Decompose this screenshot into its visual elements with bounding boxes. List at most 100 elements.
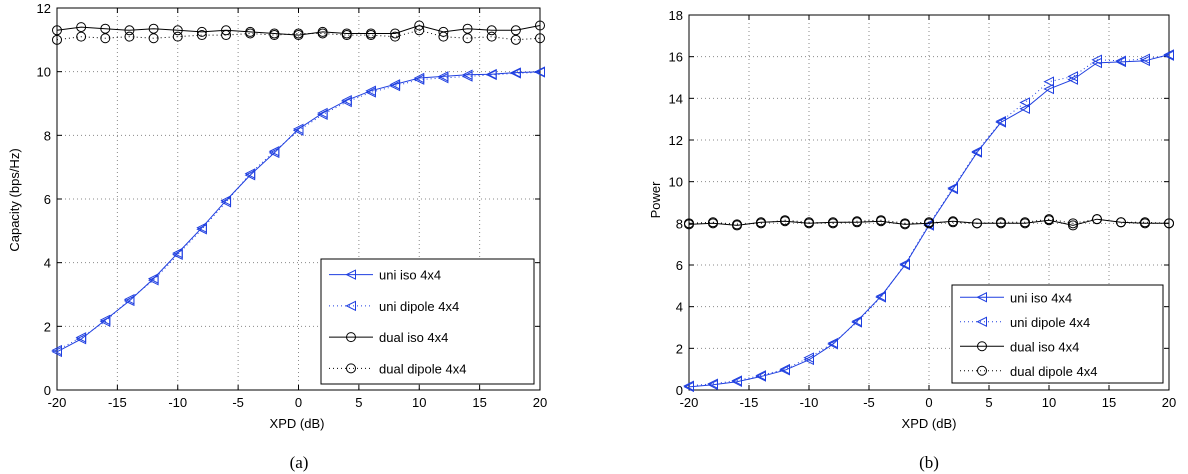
data-point bbox=[147, 274, 159, 286]
caption-b: (b) bbox=[919, 453, 939, 472]
legend-marker bbox=[346, 363, 356, 374]
series-line bbox=[56, 29, 541, 41]
y-tick-label: 18 bbox=[669, 8, 683, 23]
data-point bbox=[414, 25, 425, 36]
data-point bbox=[1043, 83, 1054, 95]
data-point bbox=[437, 72, 449, 84]
y-tick-label: 12 bbox=[669, 133, 683, 148]
y-tick-label: 6 bbox=[676, 258, 683, 273]
data-point bbox=[172, 31, 183, 42]
data-point bbox=[684, 218, 694, 229]
data-point bbox=[1068, 218, 1078, 229]
legend-label: uni iso 4x4 bbox=[1010, 290, 1072, 305]
data-point bbox=[1067, 71, 1078, 82]
data-point bbox=[779, 363, 790, 375]
x-tick-label: -15 bbox=[740, 395, 759, 410]
y-tick-label: 4 bbox=[44, 256, 51, 271]
data-point bbox=[124, 31, 135, 42]
plot-frame bbox=[688, 14, 1170, 391]
legend-label: dual dipole 4x4 bbox=[1010, 364, 1097, 379]
data-point bbox=[244, 168, 256, 179]
legend-label: dual iso 4x4 bbox=[1010, 339, 1079, 354]
data-point bbox=[389, 80, 401, 92]
data-point bbox=[1020, 217, 1030, 228]
data-point bbox=[438, 31, 449, 42]
data-point bbox=[803, 352, 814, 364]
data-point bbox=[1019, 103, 1030, 115]
series-line bbox=[688, 218, 1170, 225]
data-point bbox=[486, 25, 497, 36]
data-point bbox=[148, 33, 159, 44]
x-tick-label: -5 bbox=[232, 395, 244, 410]
data-point bbox=[755, 370, 766, 381]
data-point bbox=[341, 96, 352, 108]
data-point bbox=[924, 217, 934, 228]
data-point bbox=[1091, 54, 1102, 66]
legend-label: uni dipole 4x4 bbox=[379, 299, 459, 314]
plot-frame bbox=[56, 7, 541, 391]
legend-label: dual iso 4x4 bbox=[379, 330, 448, 345]
data-point bbox=[461, 71, 473, 82]
x-tick-label: 15 bbox=[472, 395, 486, 410]
y-tick-label: 8 bbox=[676, 216, 683, 231]
data-point bbox=[804, 217, 814, 228]
data-point bbox=[414, 20, 425, 31]
x-tick-label: 0 bbox=[295, 395, 302, 410]
data-point bbox=[683, 380, 694, 392]
x-tick-label: 20 bbox=[533, 395, 547, 410]
data-point bbox=[756, 218, 766, 229]
data-point bbox=[510, 67, 521, 79]
y-tick-label: 0 bbox=[676, 383, 683, 398]
y-tick-label: 14 bbox=[669, 91, 683, 106]
x-tick-label: 5 bbox=[985, 395, 992, 410]
data-point bbox=[486, 69, 497, 81]
series-uni-dipole-4x4 bbox=[683, 50, 1174, 392]
data-point bbox=[51, 344, 62, 356]
x-tick-label: 20 bbox=[1162, 395, 1176, 410]
legend-box bbox=[320, 258, 535, 385]
data-point bbox=[52, 34, 62, 45]
data-point bbox=[148, 23, 159, 34]
y-tick-label: 16 bbox=[669, 50, 683, 65]
data-point bbox=[1092, 214, 1102, 225]
legend-marker bbox=[976, 316, 987, 328]
data-point bbox=[196, 30, 207, 41]
data-point bbox=[365, 30, 376, 41]
x-tick-label: 10 bbox=[412, 395, 426, 410]
legend-label: uni iso 4x4 bbox=[379, 268, 441, 283]
data-point bbox=[76, 22, 87, 33]
data-point bbox=[1116, 217, 1126, 228]
data-point bbox=[341, 30, 352, 41]
data-point bbox=[535, 20, 545, 31]
ylabel-a: Capacity (bps/Hz) bbox=[7, 148, 22, 251]
data-point bbox=[462, 33, 473, 44]
data-point bbox=[1044, 214, 1054, 225]
series-line bbox=[688, 54, 1170, 388]
data-point bbox=[899, 258, 910, 270]
data-point bbox=[172, 249, 183, 261]
x-tick-label: -20 bbox=[680, 395, 699, 410]
data-point bbox=[1164, 218, 1174, 229]
legend-marker bbox=[346, 332, 356, 343]
data-point bbox=[462, 23, 473, 34]
data-point bbox=[1115, 55, 1126, 67]
legend-label: uni dipole 4x4 bbox=[1010, 315, 1090, 330]
data-point bbox=[972, 218, 982, 229]
data-point bbox=[900, 218, 910, 229]
data-point bbox=[76, 31, 87, 42]
data-point bbox=[390, 31, 401, 42]
data-point bbox=[100, 23, 111, 34]
data-point bbox=[390, 28, 401, 39]
data-point bbox=[52, 25, 62, 36]
ylabel-b: Power bbox=[648, 181, 663, 219]
x-tick-label: -10 bbox=[168, 395, 187, 410]
data-point bbox=[708, 217, 718, 228]
data-point bbox=[292, 125, 304, 136]
data-point bbox=[124, 25, 135, 36]
data-point bbox=[221, 30, 232, 41]
data-point bbox=[172, 25, 183, 36]
y-tick-label: 2 bbox=[676, 341, 683, 356]
data-point bbox=[996, 217, 1006, 228]
data-point bbox=[1019, 97, 1030, 108]
